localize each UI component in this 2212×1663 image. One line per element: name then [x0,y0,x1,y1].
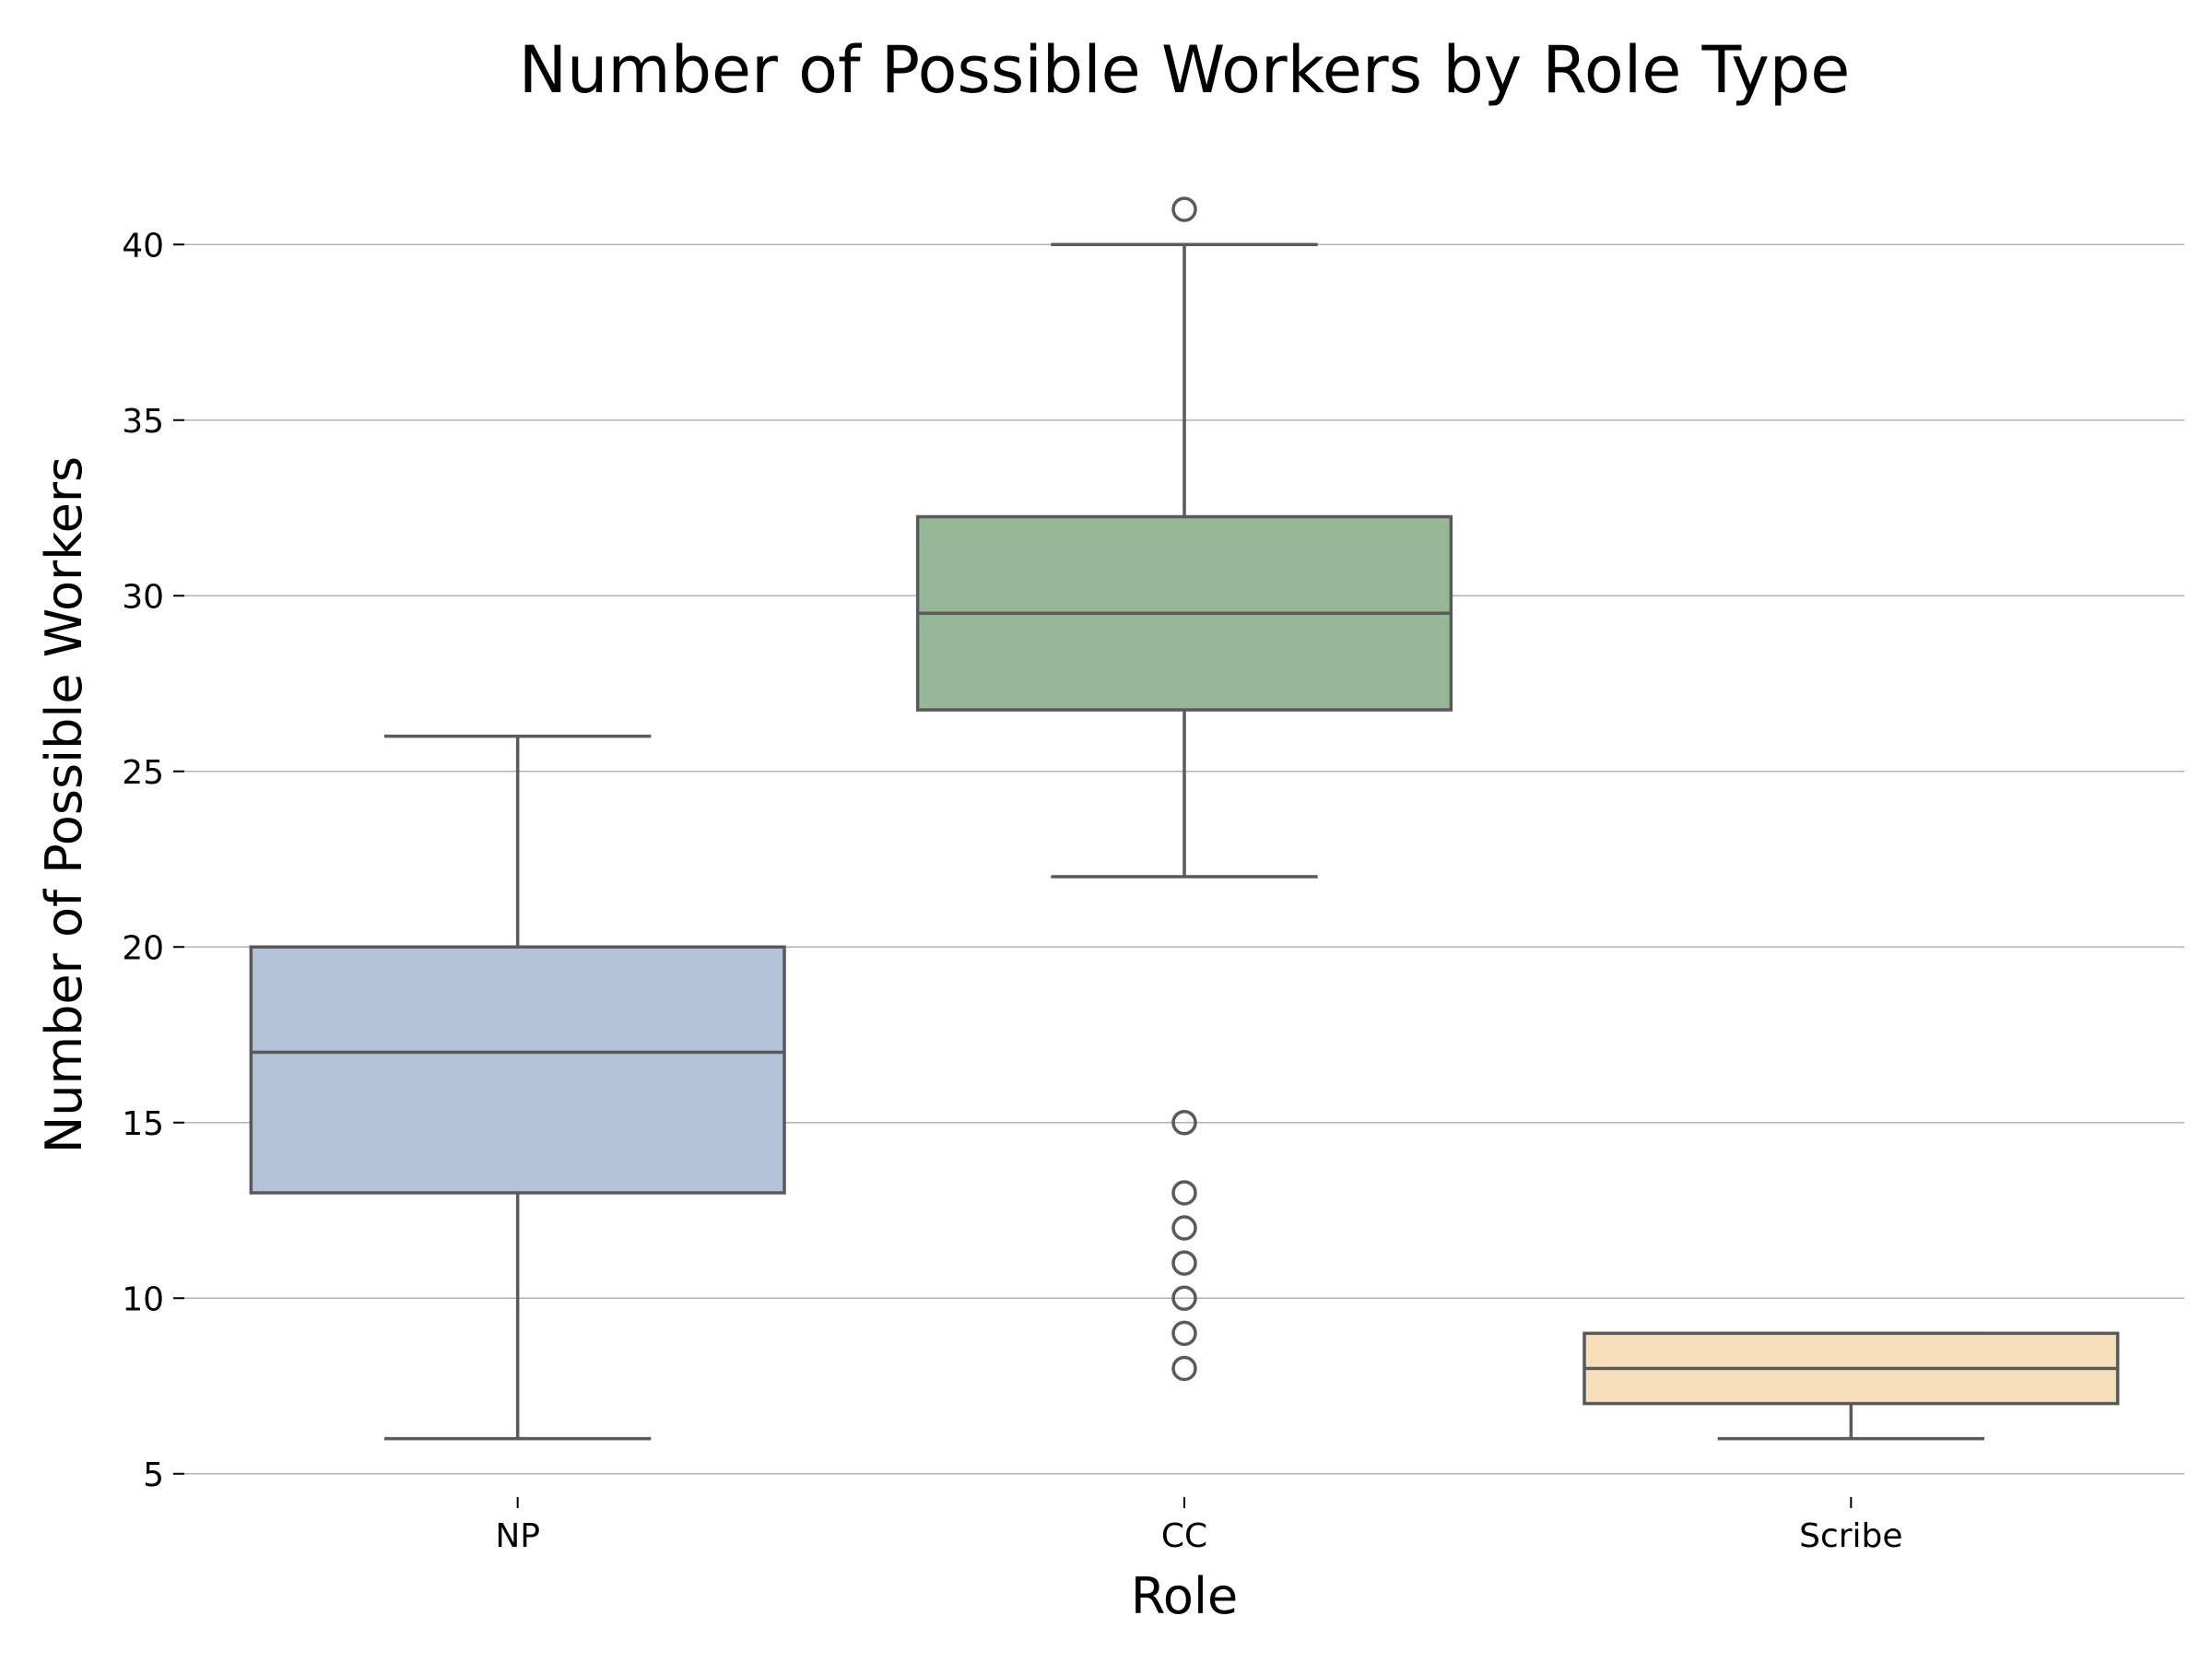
box-scribe [1583,1331,2120,1441]
y-tick-label: 10 [122,1280,164,1318]
y-tick-label: 40 [122,227,164,265]
outlier-point [1171,1355,1197,1382]
iqr-box [249,945,786,1195]
outlier-point [1171,1180,1197,1206]
outlier-point [1171,1215,1197,1241]
boxes [249,196,2120,1441]
x-tick-label: Scribe [1799,1517,1902,1555]
outlier-point [1171,196,1197,222]
outlier-point [1171,1250,1197,1276]
outlier-point [1171,1110,1197,1136]
x-tick-label: CC [1161,1517,1207,1555]
box-cc [915,196,1453,1382]
y-tick-label: 5 [143,1457,164,1494]
axes: 5 10 15 20 25 30 35 40 NP CC Scribe [122,227,1902,1555]
y-tick-label: 35 [122,403,164,441]
y-tick-label: 25 [122,754,164,792]
box-np [249,734,786,1441]
y-tick-label: 15 [122,1105,164,1143]
outlier-point [1171,1285,1197,1312]
y-tick-label: 30 [122,578,164,616]
y-tick-label: 20 [122,929,164,967]
x-tick-label: NP [495,1517,540,1555]
y-axis-label: Number of Possible Workers [35,456,93,1153]
outlier-point [1171,1320,1197,1347]
x-axis-label: Role [1131,1567,1238,1625]
chart-title: Number of Possible Workers by Role Type [519,32,1851,108]
